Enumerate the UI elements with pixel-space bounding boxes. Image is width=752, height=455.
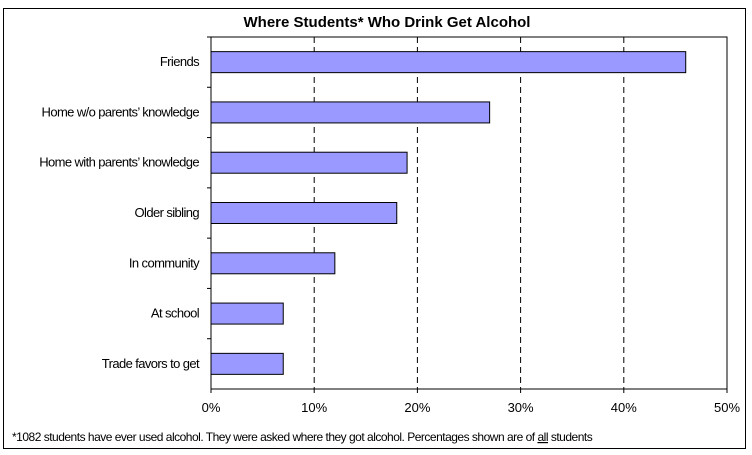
chart-title: Where Students* Who Drink Get Alcohol xyxy=(244,14,531,31)
category-label: At school xyxy=(151,306,200,321)
bar xyxy=(210,202,398,224)
x-tick-label: 10% xyxy=(301,400,327,415)
category-label: Home with parents’ knowledge xyxy=(39,155,199,170)
chart-frame xyxy=(3,8,746,449)
category-label: In community xyxy=(129,255,200,270)
x-tick-label: 30% xyxy=(508,400,534,415)
category-label: Home w/o parents’ knowledge xyxy=(42,104,200,119)
bar xyxy=(210,51,687,74)
x-tick-label: 50% xyxy=(714,400,740,415)
footnote: *1082 students have ever used alcohol. T… xyxy=(12,430,593,444)
x-tick-label: 40% xyxy=(611,400,637,415)
footnote-text: *1082 students have ever used alcohol. T… xyxy=(12,430,537,444)
bar xyxy=(210,151,408,174)
bar xyxy=(210,252,336,275)
bar xyxy=(210,302,284,325)
x-tick-label: 20% xyxy=(404,400,430,415)
bar xyxy=(210,352,284,375)
category-label: Older sibling xyxy=(135,205,200,220)
footnote-underlined: all xyxy=(537,430,548,444)
x-tick-label: 0% xyxy=(202,400,221,415)
footnote-end: students xyxy=(548,430,593,444)
bar xyxy=(210,101,491,124)
category-label: Friends xyxy=(160,54,200,69)
category-label: Trade favors to get xyxy=(102,356,200,371)
